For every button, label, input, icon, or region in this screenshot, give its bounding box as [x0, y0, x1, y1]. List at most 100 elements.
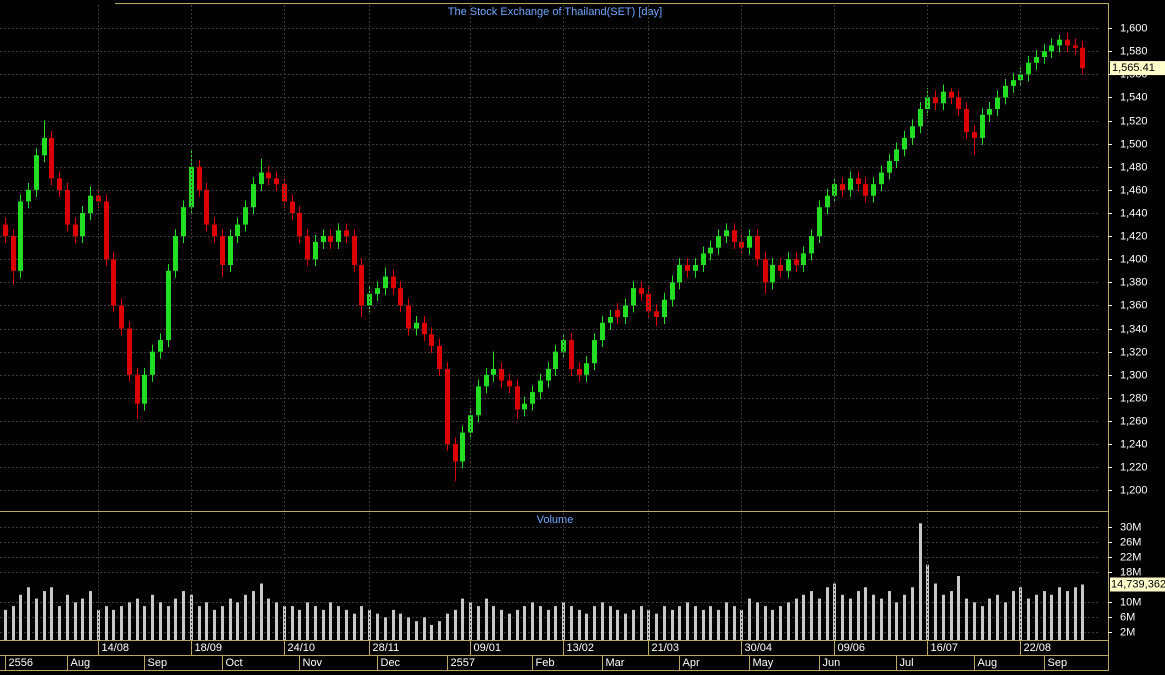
volume-bar [593, 606, 596, 640]
volume-bar [205, 602, 208, 640]
candle-body [290, 201, 295, 214]
x-tick-label: 16/07 [931, 642, 959, 654]
candle-body [980, 114, 985, 138]
candle-body [367, 293, 372, 306]
volume-bar [50, 587, 53, 640]
volume-bar [151, 594, 154, 640]
volume-bar [934, 583, 937, 640]
y-tick-label: 22M [1120, 551, 1141, 563]
candle-body [328, 236, 333, 242]
volume-bar [399, 613, 402, 640]
volume-bar [353, 613, 356, 640]
volume-bar [578, 609, 581, 640]
volume-bar [547, 609, 550, 640]
volume-bar [485, 598, 488, 640]
candle-body [708, 247, 713, 254]
candle-body [1057, 39, 1062, 46]
candle-body [778, 265, 783, 271]
y-tick-label: 1,500 [1120, 138, 1148, 150]
x-tick-label: Feb [536, 657, 555, 669]
candle-body [995, 97, 1000, 110]
volume-bar [678, 606, 681, 640]
candle-body [871, 184, 876, 196]
candle-body [801, 253, 806, 266]
volume-bar [973, 602, 976, 640]
candle-body [685, 265, 690, 271]
candle-body [460, 432, 465, 462]
volume-bar [105, 606, 108, 640]
volume-bar [554, 606, 557, 640]
candle-body [763, 259, 768, 283]
x-tick-label: 21/03 [652, 642, 680, 654]
volume-bar [748, 598, 751, 640]
candle-body [701, 253, 706, 266]
volume-bar [492, 606, 495, 640]
volume-bar [112, 609, 115, 640]
volume-bar [376, 613, 379, 640]
x-tick-label: Jun [823, 657, 841, 669]
volume-bar [1004, 602, 1007, 640]
candle-body [336, 230, 341, 242]
volume-bar [58, 606, 61, 640]
volume-bar [655, 613, 658, 640]
candle-body [189, 166, 194, 208]
volume-bar [756, 602, 759, 640]
candle-body [204, 189, 209, 225]
candle-body [894, 149, 899, 162]
candle-body [840, 184, 845, 190]
candle-body [166, 270, 171, 341]
volume-bar [407, 617, 410, 640]
volume-bar [27, 587, 30, 640]
candle-body [266, 172, 271, 179]
volume-bar [298, 609, 301, 640]
candle-body [135, 374, 140, 404]
candle-body [57, 178, 62, 190]
candle-body [987, 109, 992, 115]
candle-body [1073, 45, 1078, 48]
candle-body [437, 345, 442, 370]
volume-bar [895, 602, 898, 640]
volume-bar [446, 613, 449, 640]
y-tick-label: 1,440 [1120, 207, 1148, 219]
x-tick-label: 14/08 [102, 642, 130, 654]
candle-body [228, 236, 233, 266]
candle-body [491, 369, 496, 375]
y-tick-label: 1,600 [1120, 22, 1148, 34]
chart-title: The Stock Exchange of Thailand(SET) [day… [448, 6, 662, 18]
candle-body [422, 322, 427, 335]
volume-bar [826, 587, 829, 640]
volume-bar [174, 598, 177, 640]
volume-bar [531, 602, 534, 640]
candle-body [243, 207, 248, 225]
candle-body [305, 236, 310, 260]
volume-bar [671, 609, 674, 640]
candle-body [887, 161, 892, 173]
last-value-label: 1,565.41 [1112, 62, 1155, 74]
volume-bar [283, 606, 286, 640]
volume-bar [864, 587, 867, 640]
y-tick-label: 2M [1120, 626, 1135, 638]
volume-bar [143, 606, 146, 640]
volume-bar [19, 594, 22, 640]
y-tick-label: 18M [1120, 566, 1141, 578]
volume-bar [81, 598, 84, 640]
y-tick-label: 1,580 [1120, 45, 1148, 57]
y-tick-label: 1,320 [1120, 346, 1148, 358]
candle-body [197, 166, 202, 190]
volume-bar [329, 602, 332, 640]
x-tick-label: May [753, 657, 774, 669]
volume-bar [1058, 587, 1061, 640]
volume-bar [833, 583, 836, 640]
volume-bar [508, 613, 511, 640]
candle-body [80, 213, 85, 237]
candle-body [1080, 47, 1085, 69]
candle-body [964, 109, 969, 133]
volume-bar [632, 609, 635, 640]
candle-body [344, 230, 349, 237]
volume-bar [159, 602, 162, 640]
volume-bar [787, 602, 790, 640]
volume-bar [128, 602, 131, 640]
candle-body [65, 189, 70, 225]
candle-body [499, 369, 504, 381]
volume-title: Volume [537, 514, 574, 526]
